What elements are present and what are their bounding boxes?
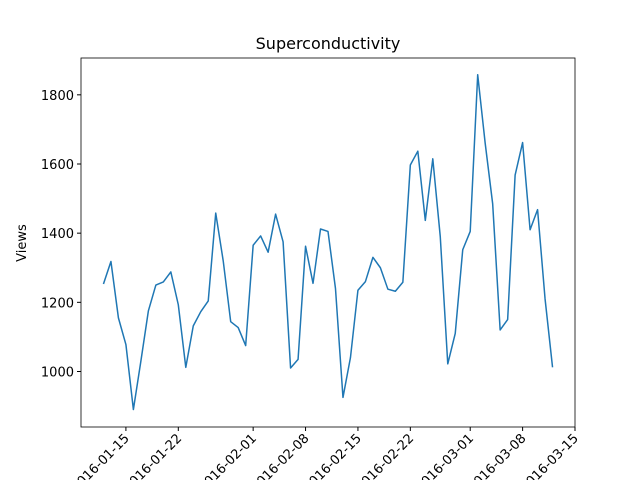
- y-tick-label: 1400: [41, 227, 74, 242]
- chart-title: Superconductivity: [256, 34, 401, 53]
- x-tick-label: 2016-01-15: [69, 431, 133, 480]
- y-tick-label: 1000: [41, 365, 74, 380]
- y-axis-label: Views: [15, 224, 30, 262]
- data-line: [102, 74, 554, 411]
- x-tick-label: 2016-01-22: [121, 431, 185, 480]
- y-tick-label: 1200: [41, 296, 74, 311]
- x-tick-label: 2016-03-01: [413, 431, 477, 480]
- x-tick-label: 2016-02-22: [353, 431, 417, 480]
- y-tick-label: 1600: [41, 158, 74, 173]
- y-tick-label: 1800: [41, 89, 74, 104]
- plot-frame: [80, 57, 576, 428]
- x-tick-label: 2016-02-08: [248, 431, 312, 480]
- x-tick-label: 2016-03-15: [518, 431, 582, 480]
- x-tick-label: 2016-02-01: [196, 431, 260, 480]
- x-tick-label: 2016-02-15: [301, 431, 365, 480]
- x-tick-label: 2016-03-08: [465, 431, 529, 480]
